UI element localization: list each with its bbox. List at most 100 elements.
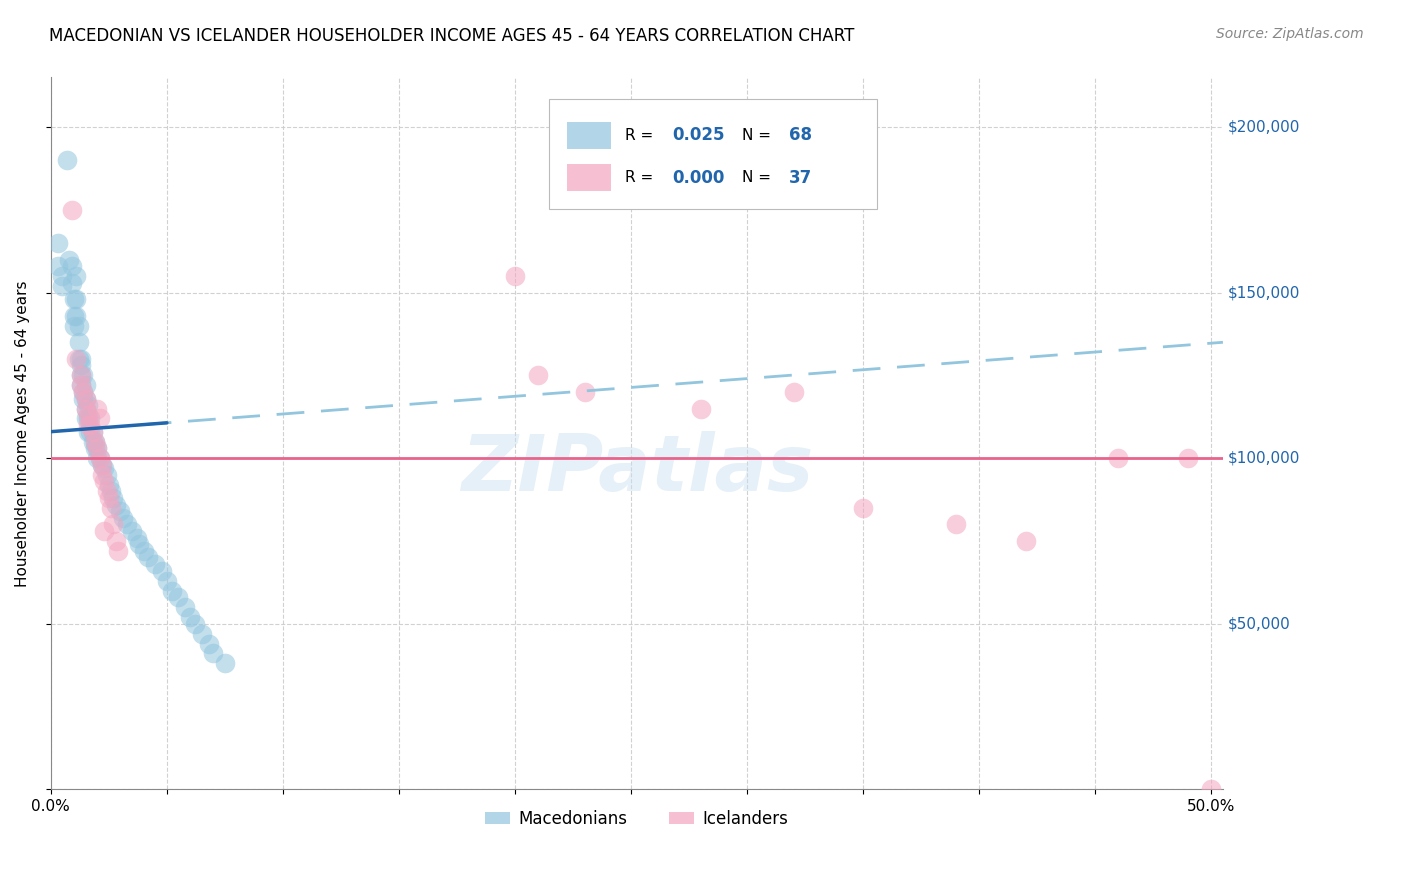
Point [75, 411, 97, 425]
FancyBboxPatch shape [548, 99, 877, 209]
Point [945, 517, 967, 532]
Point [121, 524, 143, 538]
Text: N =: N = [742, 128, 772, 143]
Point [75, 378, 97, 392]
Point [160, 583, 183, 598]
Point [100, 500, 122, 515]
Point [125, 531, 148, 545]
Point [96, 467, 118, 482]
Point [72, 384, 94, 399]
Text: MACEDONIAN VS ICELANDER HOUSEHOLDER INCOME AGES 45 - 64 YEARS CORRELATION CHART: MACEDONIAN VS ICELANDER HOUSEHOLDER INCO… [49, 27, 855, 45]
Point [46, 235, 69, 250]
Point [70, 359, 93, 373]
Text: 0.000: 0.000 [672, 169, 724, 186]
Point [90, 458, 112, 472]
Point [574, 384, 596, 399]
Point [190, 626, 212, 640]
Point [77, 425, 100, 439]
Point [46, 259, 69, 273]
Point [70, 368, 93, 383]
Point [63, 309, 86, 323]
Point [97, 477, 120, 491]
Point [90, 467, 112, 482]
Point [77, 418, 100, 433]
Point [79, 411, 101, 425]
Point [72, 368, 94, 383]
Text: R =: R = [626, 128, 654, 143]
Point [65, 309, 87, 323]
Point [150, 564, 173, 578]
Bar [567, 164, 612, 191]
Point [51, 279, 73, 293]
Text: N =: N = [742, 170, 772, 186]
Point [60, 276, 83, 290]
Point [179, 610, 201, 624]
Point [90, 458, 112, 472]
Point [75, 392, 97, 406]
Point [82, 425, 104, 439]
Point [202, 647, 225, 661]
Point [86, 441, 108, 455]
Point [77, 398, 100, 412]
Point [82, 434, 104, 449]
Point [97, 491, 120, 505]
Y-axis label: Householder Income Ages 45 - 64 years: Householder Income Ages 45 - 64 years [15, 280, 30, 587]
Text: Source: ZipAtlas.com: Source: ZipAtlas.com [1216, 27, 1364, 41]
Text: ZIPatlas: ZIPatlas [461, 431, 813, 507]
Point [65, 351, 87, 366]
Point [852, 500, 875, 515]
Point [70, 378, 93, 392]
Point [63, 318, 86, 333]
Point [60, 259, 83, 273]
Point [67, 351, 90, 366]
Text: 68: 68 [789, 126, 813, 145]
Point [86, 401, 108, 416]
Text: $150,000: $150,000 [1227, 285, 1301, 300]
Point [70, 378, 93, 392]
Point [70, 368, 93, 383]
Point [86, 441, 108, 455]
Point [82, 425, 104, 439]
Text: $100,000: $100,000 [1227, 450, 1301, 466]
Point [86, 451, 108, 466]
Point [110, 504, 132, 518]
Point [72, 384, 94, 399]
Point [197, 636, 219, 650]
Point [79, 418, 101, 433]
Point [75, 401, 97, 416]
Text: $50,000: $50,000 [1227, 616, 1291, 632]
Point [184, 616, 207, 631]
Point [104, 533, 127, 548]
Point [167, 591, 190, 605]
Point [72, 392, 94, 406]
Point [136, 550, 159, 565]
Point [75, 392, 97, 406]
Point [1201, 782, 1223, 797]
Bar [567, 121, 612, 149]
Point [143, 557, 166, 571]
Point [93, 475, 115, 489]
Point [1014, 533, 1036, 548]
Point [84, 434, 107, 449]
Point [56, 153, 79, 168]
Point [63, 292, 86, 306]
Point [70, 351, 93, 366]
Point [103, 491, 125, 505]
Point [79, 425, 101, 439]
Point [77, 411, 100, 425]
Point [84, 441, 107, 455]
Text: 37: 37 [789, 169, 813, 186]
Point [111, 510, 134, 524]
Point [214, 657, 236, 671]
Legend: Macedonians, Icelanders: Macedonians, Icelanders [478, 803, 796, 834]
Point [65, 292, 87, 306]
Point [1108, 451, 1130, 466]
Point [117, 517, 139, 532]
Point [103, 517, 125, 532]
Point [96, 484, 118, 499]
Point [67, 335, 90, 350]
Point [89, 451, 111, 466]
Point [75, 401, 97, 416]
Point [132, 544, 155, 558]
Point [782, 384, 804, 399]
